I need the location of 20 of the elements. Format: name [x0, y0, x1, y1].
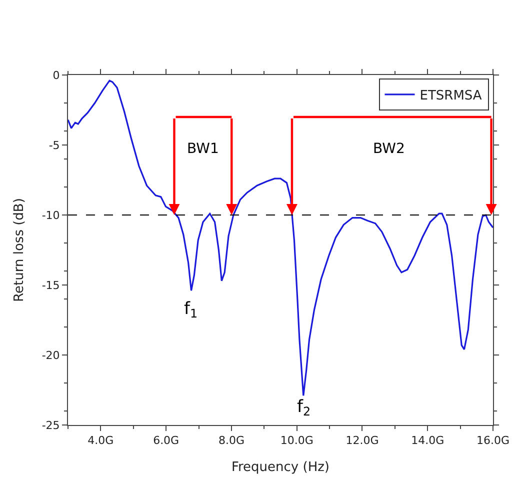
y-tick-label: 0 — [52, 68, 60, 82]
annotation: f$_{2}$ — [297, 397, 311, 419]
x-tick-label: 16.0G — [476, 434, 510, 448]
x-tick-label: 6.0G — [153, 434, 180, 448]
annotation: BW2 — [373, 141, 405, 157]
x-tick-label: 14.0G — [411, 434, 444, 448]
x-tick-label: 10.0G — [280, 434, 314, 448]
legend-label: ETSRMSA — [420, 88, 482, 104]
y-tick-label: -5 — [48, 138, 60, 152]
annotation: f$_{1}$ — [184, 299, 198, 321]
y-tick-label: -15 — [42, 278, 60, 292]
x-tick-label: 4.0G — [88, 434, 114, 448]
annotation: BW1 — [187, 141, 219, 157]
y-tick-label: -25 — [42, 418, 60, 432]
x-axis-title: Frequency (Hz) — [231, 460, 330, 475]
y-axis-title: Return loss (dB) — [12, 198, 27, 302]
y-tick-label: -10 — [42, 208, 60, 222]
x-tick-label: 12.0G — [346, 434, 379, 448]
x-tick-label: 8.0G — [218, 434, 244, 448]
y-tick-label: -20 — [42, 348, 60, 362]
